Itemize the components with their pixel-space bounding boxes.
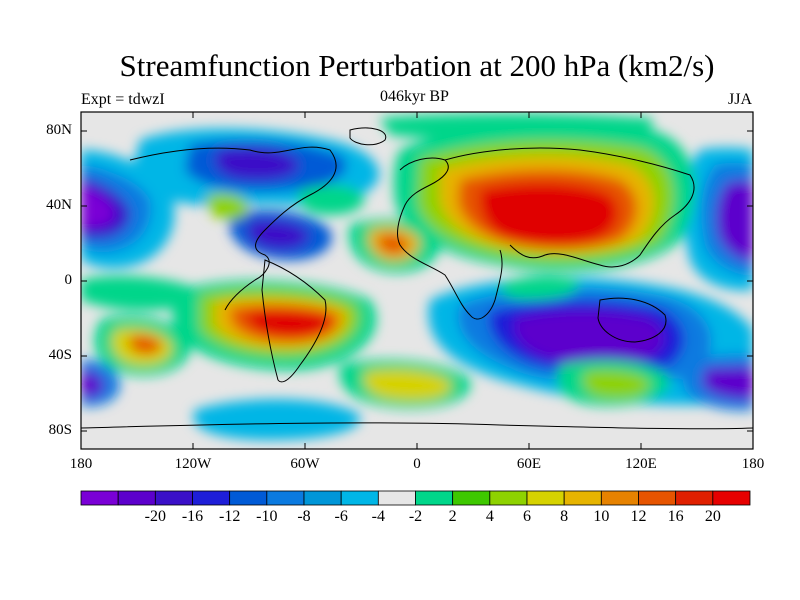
colorbar-label: 4 — [485, 508, 494, 525]
season-label: JJA — [727, 91, 752, 108]
colorbar-label: -10 — [256, 508, 278, 525]
y-tick-label: 40N — [46, 197, 72, 213]
colorbar-swatch — [675, 490, 714, 506]
y-tick-label: 80N — [46, 122, 72, 138]
x-tick-label: 0 — [413, 456, 421, 472]
x-tick-label: 60E — [516, 456, 542, 472]
colorbar-swatch — [600, 490, 639, 506]
x-tick-label: 180 — [741, 456, 765, 472]
colorbar-label: -6 — [334, 508, 348, 525]
colorbar-swatch — [415, 490, 454, 506]
x-tick-label: 120E — [625, 456, 657, 472]
y-tick-label: 0 — [64, 272, 73, 288]
colorbar-swatch — [154, 490, 193, 506]
field-layer — [81, 112, 753, 449]
colorbar-swatch — [563, 490, 602, 506]
colorbar-swatch — [303, 490, 342, 506]
colorbar-label: 12 — [630, 508, 647, 525]
time-label: 046kyr BP — [380, 88, 449, 105]
colorbar-swatch — [526, 490, 565, 506]
coastlines — [81, 127, 753, 430]
colorbar-swatch — [340, 490, 379, 506]
x-tick-label: 60W — [290, 456, 320, 472]
x-tick-label: 180 — [69, 456, 93, 472]
colorbar-swatch — [712, 490, 751, 506]
y-tick-label: 80S — [48, 422, 72, 438]
colorbar-label: -12 — [218, 508, 241, 525]
colorbar-label: -20 — [144, 508, 166, 525]
colorbar-label: 20 — [704, 508, 721, 525]
colorbar-swatch — [266, 490, 305, 506]
colorbar-label: 16 — [667, 508, 684, 525]
colorbar-label: 10 — [593, 508, 610, 525]
map-title: Streamfunction Perturbation at 200 hPa (… — [119, 48, 715, 83]
colorbar-swatch — [452, 490, 491, 506]
colorbar-label: 6 — [523, 508, 531, 525]
colorbar-swatch — [377, 490, 416, 506]
colorbar-swatch — [489, 490, 528, 506]
colorbar-swatch — [192, 490, 231, 506]
experiment-label: Expt = tdwzI — [81, 91, 165, 108]
colorbar-label: -8 — [297, 508, 311, 525]
colorbar-label: -16 — [181, 508, 204, 525]
colorbar-swatch — [638, 490, 677, 506]
axis-ticks — [81, 112, 753, 449]
y-tick-label: 40S — [48, 347, 72, 363]
colorbar-swatch — [229, 490, 268, 506]
colorbar — [80, 490, 751, 506]
colorbar-label: 2 — [448, 508, 457, 525]
colorbar-label: -2 — [408, 508, 423, 525]
colorbar-swatch — [80, 490, 119, 506]
colorbar-swatch — [117, 490, 156, 506]
colorbar-label: 8 — [560, 508, 569, 525]
colorbar-label: -4 — [371, 508, 385, 525]
x-tick-label: 120W — [174, 456, 212, 472]
